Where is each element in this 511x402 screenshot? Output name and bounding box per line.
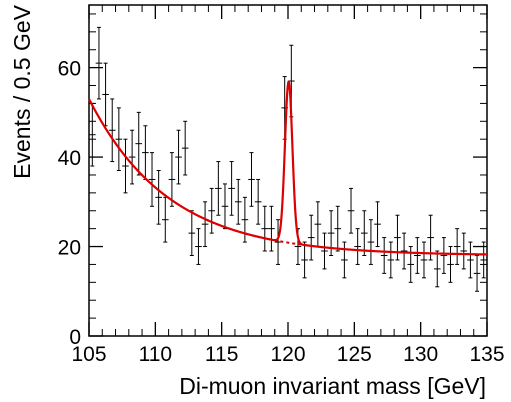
data-point — [208, 187, 216, 234]
data-point — [480, 241, 487, 279]
data-point — [241, 196, 249, 243]
x-tick-label: 130 — [403, 343, 438, 366]
fit-curves — [88, 80, 487, 256]
data-point — [314, 201, 322, 248]
data-point — [268, 205, 275, 252]
data-point — [420, 241, 428, 279]
data-point — [453, 228, 461, 265]
data-point — [102, 62, 109, 127]
y-tick-label: 40 — [58, 147, 81, 170]
data-point — [161, 196, 169, 243]
data-point — [228, 161, 235, 216]
data-point — [175, 129, 182, 185]
data-points — [89, 26, 487, 292]
data-point — [440, 237, 448, 274]
data-point — [374, 201, 381, 248]
x-tick-label: 110 — [139, 343, 172, 366]
data-point — [181, 120, 189, 176]
plot-frame — [88, 4, 488, 337]
x-tick-label: 135 — [469, 343, 504, 366]
data-point — [122, 138, 129, 194]
data-point — [354, 228, 361, 265]
data-point — [460, 232, 468, 270]
data-point — [467, 241, 474, 279]
y-axis-title: Events / 0.5 GeV — [9, 4, 35, 179]
x-tick-label: 125 — [337, 343, 372, 366]
data-point — [108, 98, 116, 163]
data-point — [387, 241, 395, 279]
y-tick-label: 60 — [58, 58, 81, 81]
data-point — [201, 201, 209, 248]
data-point — [400, 232, 408, 270]
data-point — [414, 237, 421, 274]
data-point — [95, 26, 103, 100]
data-point — [341, 241, 348, 279]
fit-background-only-curve — [205, 218, 315, 248]
data-point — [347, 187, 355, 234]
y-axis-ticks: 0 20 40 60 — [58, 13, 487, 349]
data-point — [221, 183, 229, 230]
data-point — [307, 214, 315, 261]
data-point — [195, 228, 202, 265]
y-tick-label: 0 — [69, 326, 81, 349]
data-point — [334, 205, 342, 252]
data-point — [380, 237, 388, 274]
data-point — [321, 232, 328, 270]
data-point — [215, 161, 222, 216]
x-axis-title: Di-muon invariant mass [GeV] — [179, 373, 486, 399]
data-point — [168, 152, 176, 207]
y-tick-label: 20 — [58, 237, 81, 260]
data-point — [142, 125, 149, 180]
data-point — [254, 178, 262, 225]
data-point — [360, 210, 368, 256]
data-point — [447, 246, 454, 283]
data-point — [135, 111, 143, 176]
data-point — [188, 210, 196, 256]
data-point — [367, 219, 375, 265]
data-point — [433, 250, 441, 288]
data-point — [148, 152, 156, 207]
data-point — [248, 152, 255, 207]
data-point — [261, 205, 269, 252]
fit-signal-plus-background-curve — [88, 80, 487, 256]
x-axis-ticks: 105 110 115 120 125 130 135 — [71, 5, 505, 366]
x-tick-label: 115 — [205, 343, 238, 366]
x-tick-label: 105 — [71, 343, 106, 366]
data-point — [234, 178, 242, 225]
data-point — [128, 129, 136, 185]
data-point — [301, 241, 308, 279]
x-tick-label: 120 — [270, 343, 305, 366]
data-point — [115, 107, 123, 171]
data-point — [473, 254, 481, 292]
data-point — [155, 170, 162, 225]
